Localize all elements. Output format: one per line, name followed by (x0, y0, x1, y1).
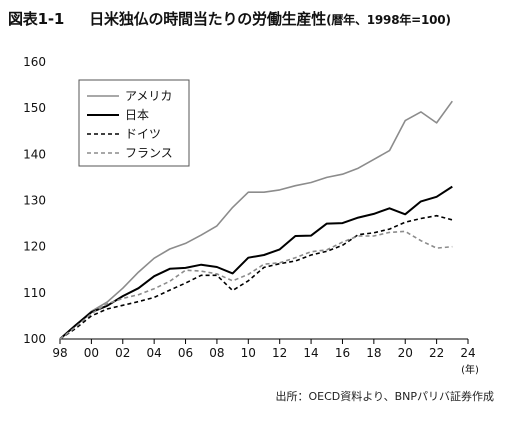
x-tick-label: 98 (52, 346, 67, 360)
x-tick-label: 22 (429, 346, 444, 360)
series-line-2 (59, 185, 453, 340)
legend-label: 日本 (125, 108, 149, 122)
y-tick-label: 100 (23, 332, 46, 346)
y-tick-label: 110 (23, 286, 46, 300)
y-tick-label: 120 (23, 240, 46, 254)
x-tick-label: 20 (398, 346, 413, 360)
x-tick-label: 04 (147, 346, 162, 360)
x-tick-label: 06 (178, 346, 193, 360)
series-lines (59, 100, 453, 340)
x-tick-label: 00 (84, 346, 99, 360)
legend-box (78, 79, 190, 167)
series-line-1 (59, 100, 453, 340)
figure-label: 図表1-1 (8, 10, 65, 28)
y-tick-label: 160 (23, 55, 46, 69)
y-tick-label: 150 (23, 101, 46, 115)
legend-label: フランス (125, 146, 173, 160)
x-tick-label: 14 (303, 346, 318, 360)
legend-label: アメリカ (125, 89, 172, 103)
chart-title: 図表1-1 日米独仏の時間当たりの労働生産性(暦年、1998年=100) (8, 8, 451, 29)
source-note: 出所：OECD資料より、BNPパリバ証券作成 (275, 390, 494, 403)
series-line-4 (59, 230, 453, 340)
x-tick-label: 24 (460, 346, 475, 360)
x-tick-label: 18 (366, 346, 381, 360)
y-tick-label: 130 (23, 194, 46, 208)
figure-subtitle: (暦年、1998年=100) (326, 13, 451, 27)
legend-label: ドイツ (125, 127, 161, 141)
x-tick-label: 10 (241, 346, 256, 360)
x-axis-unit-label: (年) (461, 363, 479, 376)
y-tick-label: 140 (23, 147, 46, 161)
x-tick-label: 02 (115, 346, 130, 360)
x-tick-label: 08 (209, 346, 224, 360)
axes: 100 110 120 130 140 150 160 98 00 02 04 06 08 10 12 14 1… (23, 55, 479, 376)
x-tick-label: 16 (335, 346, 350, 360)
figure-title-text: 日米独仏の時間当たりの労働生産性 (89, 10, 327, 28)
series-line-3 (59, 214, 453, 340)
x-tick-label: 12 (272, 346, 287, 360)
